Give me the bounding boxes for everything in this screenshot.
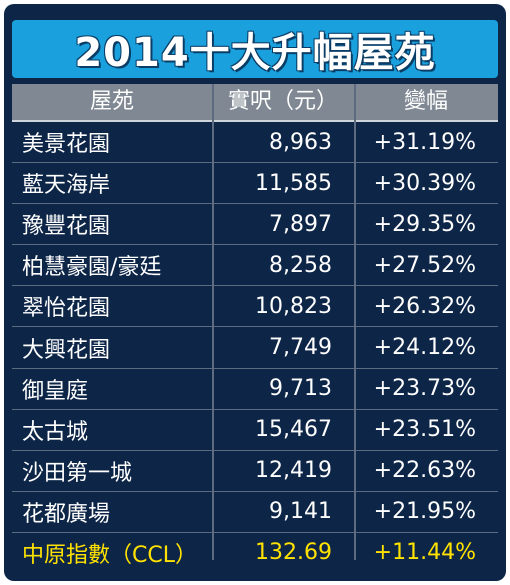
table-row: 美景花園 8,963 +31.19% bbox=[12, 122, 498, 164]
header-price: 實呎（元） bbox=[227, 89, 338, 114]
change-cell: +26.32% bbox=[373, 293, 476, 319]
table-body: 美景花園 8,963 +31.19% 藍天海岸 11,585 +30.39% 豫… bbox=[12, 122, 498, 573]
estate-cell: 柏慧豪園/豪廷 bbox=[22, 255, 162, 281]
header-estate: 屋苑 bbox=[89, 89, 134, 114]
header-change: 變幅 bbox=[403, 89, 448, 114]
table-row: 翠怡花園 10,823 +26.32% bbox=[12, 286, 498, 328]
estate-cell: 花都廣場 bbox=[22, 501, 111, 527]
table-row: 花都廣場 9,141 +21.95% bbox=[12, 492, 498, 533]
price-cell: 8,258 bbox=[269, 252, 332, 278]
estate-cell: 太古城 bbox=[22, 419, 89, 445]
change-cell: +29.35% bbox=[373, 211, 476, 237]
price-cell: 10,823 bbox=[255, 293, 332, 319]
index-label: 中原指數（CCL） bbox=[22, 542, 197, 568]
estate-cell: 大興花園 bbox=[22, 337, 111, 363]
index-change: +11.44% bbox=[373, 540, 476, 566]
table-row: 豫豐花園 7,897 +29.35% bbox=[12, 204, 498, 246]
change-cell: +22.63% bbox=[373, 458, 476, 484]
table-header: 屋苑 實呎（元） 變幅 bbox=[12, 84, 498, 122]
table-row: 御皇庭 9,713 +23.73% bbox=[12, 369, 498, 410]
price-cell: 7,897 bbox=[269, 211, 332, 237]
price-cell: 15,467 bbox=[255, 417, 332, 443]
estate-cell: 藍天海岸 bbox=[22, 173, 111, 199]
estate-cell: 美景花園 bbox=[22, 132, 111, 158]
estate-cell: 翠怡花園 bbox=[22, 296, 111, 322]
title-banner: 2014十大升幅屋苑 bbox=[12, 20, 498, 78]
table-row: 柏慧豪園/豪廷 8,258 +27.52% bbox=[12, 245, 498, 287]
change-cell: +31.19% bbox=[373, 129, 476, 155]
change-cell: +23.51% bbox=[373, 417, 476, 443]
change-cell: +23.73% bbox=[373, 376, 476, 402]
table-row: 大興花園 7,749 +24.12% bbox=[12, 327, 498, 369]
table-row: 藍天海岸 11,585 +30.39% bbox=[12, 163, 498, 205]
estate-cell: 御皇庭 bbox=[22, 378, 89, 404]
price-cell: 9,141 bbox=[269, 499, 332, 525]
change-cell: +24.12% bbox=[373, 335, 476, 361]
price-cell: 7,749 bbox=[269, 335, 332, 361]
price-cell: 8,963 bbox=[269, 129, 332, 155]
column-divider bbox=[354, 84, 356, 560]
estate-cell: 沙田第一城 bbox=[22, 460, 133, 486]
change-cell: +21.95% bbox=[373, 499, 476, 525]
index-row: 中原指數（CCL） 132.69 +11.44% bbox=[12, 533, 498, 573]
change-cell: +27.52% bbox=[373, 252, 476, 278]
table-row: 沙田第一城 12,419 +22.63% bbox=[12, 451, 498, 492]
index-value: 132.69 bbox=[255, 540, 332, 566]
chart-title: 2014十大升幅屋苑 bbox=[74, 30, 436, 76]
column-divider bbox=[212, 84, 214, 560]
change-cell: +30.39% bbox=[373, 170, 476, 196]
table-row: 太古城 15,467 +23.51% bbox=[12, 410, 498, 451]
price-cell: 9,713 bbox=[269, 376, 332, 402]
estate-cell: 豫豐花園 bbox=[22, 214, 111, 240]
price-cell: 12,419 bbox=[255, 458, 332, 484]
price-cell: 11,585 bbox=[255, 170, 332, 196]
